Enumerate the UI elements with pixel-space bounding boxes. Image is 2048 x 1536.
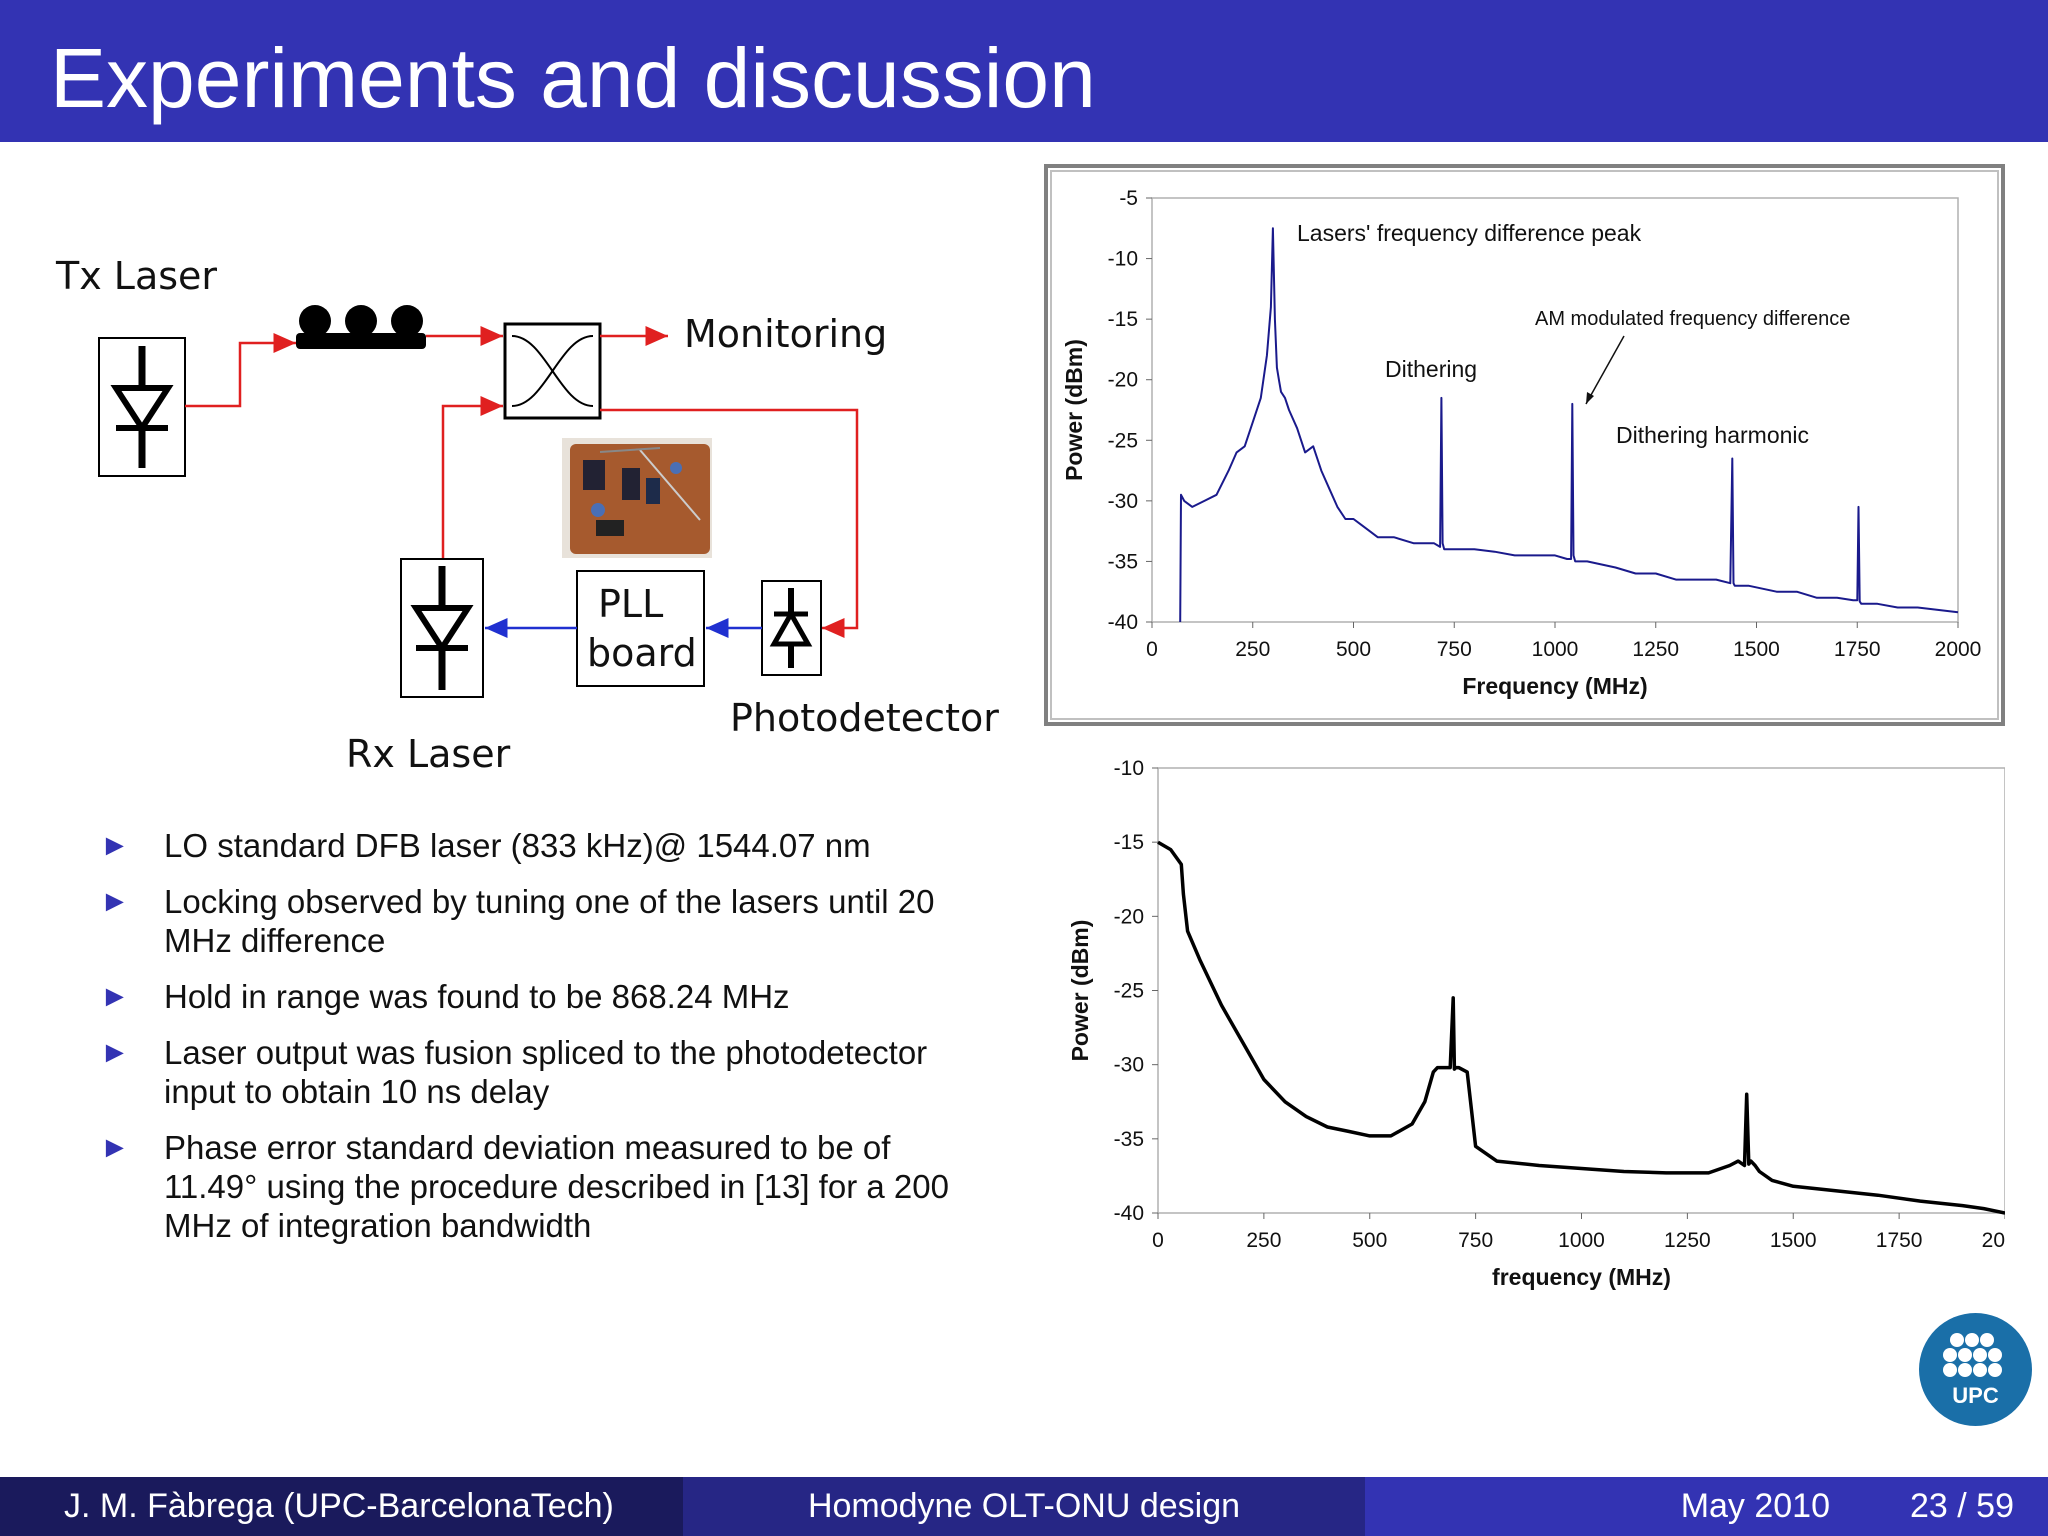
photodetector-label: Photodetector (730, 696, 999, 740)
spectrum-chart-frame (1044, 164, 2005, 726)
y-tick-label: -25 (1114, 980, 1144, 1003)
annotation-pointer (1585, 335, 1625, 405)
bullet-arrow-icon: ► (100, 829, 130, 862)
x-tick-label: 1750 (1834, 638, 1881, 661)
upc-logo: UPC (1919, 1313, 2032, 1426)
plot-area (1157, 767, 2005, 1214)
footer: J. M. Fàbrega (UPC-BarcelonaTech) Homody… (0, 1477, 2048, 1536)
footer-talk-title: Homodyne OLT-ONU design (683, 1477, 1365, 1536)
photodetector-symbol (761, 580, 822, 676)
footer-author: J. M. Fàbrega (UPC-BarcelonaTech) (0, 1477, 683, 1536)
list-item: ► Phase error standard deviation measured… (100, 1129, 949, 1244)
x-tick-label: 1000 (1532, 638, 1579, 661)
series-line (1179, 227, 1959, 623)
y-tick-label: -20 (1114, 905, 1144, 928)
tx-laser-label: Tx Laser (56, 254, 218, 298)
optical-paths (185, 326, 859, 638)
y-tick-label: -40 (1108, 611, 1138, 634)
annotation-dithering-harmonic: Dithering harmonic (1616, 422, 1809, 448)
bullet-list: ► LO standard DFB laser (833 kHz)@ 1544.0… (100, 826, 980, 1262)
x-tick-label: 1500 (1733, 638, 1780, 661)
footer-page-number: 23 / 59 (1910, 1487, 2014, 1525)
x-tick-label: 250 (1235, 638, 1270, 661)
x-tick-label: 1250 (1664, 1229, 1711, 1252)
x-tick-label: 500 (1336, 638, 1371, 661)
pll-board-photo (562, 438, 712, 558)
x-tick-label: 1750 (1876, 1229, 1923, 1252)
y-tick-label: -25 (1108, 429, 1138, 452)
y-tick-label: -30 (1114, 1054, 1144, 1077)
pll-label-line1: PLL (598, 582, 664, 626)
list-item: ► Laser output was fusion spliced to the … (100, 1034, 928, 1110)
list-item: ► Hold in range was found to be 868.24 MH… (100, 978, 790, 1015)
y-tick-label: -35 (1108, 550, 1138, 573)
x-tick-label: 750 (1437, 638, 1472, 661)
x-tick-label: 250 (1246, 1229, 1281, 1252)
rx-laser-symbol (400, 558, 484, 698)
upc-logo-text: UPC (1952, 1383, 1999, 1408)
y-tick-label: -5 (1119, 187, 1138, 210)
rx-laser-label: Rx Laser (346, 732, 511, 776)
title-bar: Experiments and discussion (0, 0, 2048, 142)
list-item: ► Locking observed by tuning one of the l… (100, 883, 935, 959)
y-tick-label: -30 (1108, 490, 1138, 513)
x-tick-label: 0 (1146, 638, 1158, 661)
power-chart: 0 250 500 750 1000 1250 1500 1750 2000 -10 -15 -20 -… (1067, 757, 2005, 1290)
annotation-dithering: Dithering (1385, 356, 1477, 382)
y-axis-title: Power (dBm) (1061, 339, 1087, 481)
fiber-spool (296, 305, 426, 349)
bullet-arrow-icon: ► (100, 1131, 130, 1164)
x-tick-label: 2000 (1935, 638, 1982, 661)
y-tick-label: -10 (1108, 248, 1138, 271)
footer-meta: May 2010 23 / 59 (1365, 1477, 2048, 1536)
x-tick-label: 1500 (1770, 1229, 1817, 1252)
y-tick-label: -15 (1114, 831, 1144, 854)
x-tick-label: 500 (1352, 1229, 1387, 1252)
y-axis-title: Power (dBm) (1067, 920, 1093, 1062)
y-tick-label: -20 (1108, 369, 1138, 392)
y-tick-label: -10 (1114, 757, 1144, 780)
x-tick-label: 0 (1152, 1229, 1164, 1252)
footer-date: May 2010 (1680, 1487, 1831, 1525)
pll-label-line2: board (587, 631, 697, 675)
x-tick-label: 1250 (1632, 638, 1679, 661)
x-tick-label: 750 (1458, 1229, 1493, 1252)
pll-board-box (576, 570, 705, 687)
y-tick-label: -40 (1114, 1202, 1144, 1225)
tx-laser-symbol (98, 337, 186, 477)
page-title: Experiments and discussion (50, 31, 1096, 125)
bullet-arrow-icon: ► (100, 980, 130, 1013)
monitoring-label: Monitoring (684, 312, 888, 356)
annotation-pointer-head (1586, 392, 1594, 404)
bullet-arrow-icon: ► (100, 885, 130, 918)
series-line (1157, 840, 2005, 1215)
optical-coupler (503, 322, 602, 420)
x-tick-label: 1000 (1558, 1229, 1605, 1252)
x-axis-title: Frequency (MHz) (1462, 673, 1647, 699)
y-tick-label: -15 (1108, 308, 1138, 331)
x-axis-title: frequency (MHz) (1492, 1264, 1671, 1290)
annotation-peak: Lasers' frequency difference peak (1297, 220, 1642, 246)
spectrum-chart: 0 250 500 750 1000 1250 1500 1750 2000 -5 -10 -15 -2… (1061, 187, 1982, 699)
bullet-arrow-icon: ► (100, 1036, 130, 1069)
upc-logo-dots-icon (1943, 1333, 2002, 1377)
annotation-am-modulated: AM modulated frequency difference (1535, 308, 1850, 330)
list-item: ► LO standard DFB laser (833 kHz)@ 1544.0… (100, 827, 871, 864)
y-tick-label: -35 (1114, 1128, 1144, 1151)
x-tick-label: 2000 (1982, 1229, 2005, 1252)
